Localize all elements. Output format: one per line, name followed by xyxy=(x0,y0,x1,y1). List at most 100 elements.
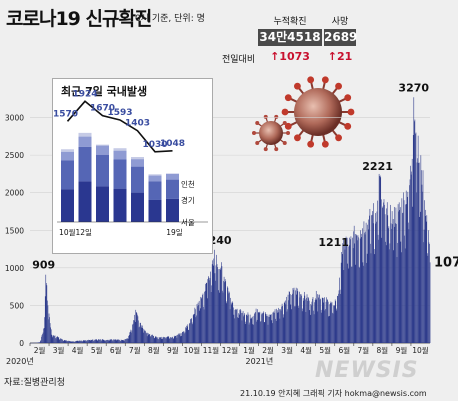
daily-bar xyxy=(418,162,420,343)
daily-bar xyxy=(96,340,98,343)
daily-bar xyxy=(189,323,190,343)
daily-bar xyxy=(194,307,196,343)
daily-bar xyxy=(253,315,255,343)
daily-bar xyxy=(363,265,364,343)
daily-bar xyxy=(191,322,193,343)
inset-stack-segment xyxy=(96,154,109,187)
daily-bar xyxy=(324,297,325,343)
daily-bar xyxy=(392,224,393,343)
daily-bar xyxy=(189,322,191,343)
daily-bar xyxy=(404,248,406,343)
daily-bar xyxy=(151,334,153,343)
daily-bar xyxy=(228,293,229,343)
daily-bar xyxy=(250,317,252,343)
daily-bar xyxy=(177,335,179,343)
daily-bar xyxy=(271,320,273,343)
daily-bar xyxy=(377,200,378,343)
daily-bar xyxy=(333,305,334,343)
daily-bar xyxy=(345,236,347,343)
inset-total-label: 1030 xyxy=(142,140,167,150)
daily-bar xyxy=(203,309,205,343)
daily-bar xyxy=(267,316,268,343)
daily-bar xyxy=(307,300,308,343)
daily-bar xyxy=(339,277,340,343)
daily-bar xyxy=(53,335,54,343)
daily-bar xyxy=(325,309,326,343)
daily-bar xyxy=(264,312,266,343)
daily-bar xyxy=(296,288,298,343)
daily-bar xyxy=(225,281,227,343)
daily-bar xyxy=(357,235,359,343)
daily-bar xyxy=(409,179,411,343)
daily-bar xyxy=(390,204,391,343)
daily-bar xyxy=(406,196,408,343)
daily-bar xyxy=(299,291,300,343)
daily-bar xyxy=(50,327,51,343)
daily-bar xyxy=(318,294,320,343)
daily-bar xyxy=(412,135,414,343)
daily-bar xyxy=(275,318,276,343)
daily-bar xyxy=(187,324,189,343)
daily-bar xyxy=(266,314,268,343)
daily-bar xyxy=(304,295,306,343)
daily-bar xyxy=(144,330,145,343)
daily-bar xyxy=(198,300,200,343)
daily-bar xyxy=(61,339,63,343)
daily-bar xyxy=(424,200,425,343)
daily-bar xyxy=(261,312,263,343)
daily-bar xyxy=(105,339,107,343)
daily-bar xyxy=(190,318,192,343)
x-tick-label: 5월 xyxy=(319,345,331,355)
daily-bar xyxy=(133,320,135,343)
daily-bar xyxy=(414,121,415,343)
daily-bar xyxy=(122,339,124,343)
daily-bar xyxy=(55,338,57,343)
inset-stack-segment xyxy=(61,151,74,161)
daily-bar xyxy=(148,334,150,343)
daily-bar xyxy=(259,312,260,343)
daily-bar xyxy=(46,283,47,343)
daily-bar xyxy=(326,299,328,343)
daily-bar xyxy=(167,336,169,343)
daily-bar xyxy=(386,208,387,343)
daily-bar xyxy=(388,226,390,343)
daily-bar xyxy=(51,334,53,343)
daily-bar xyxy=(410,174,412,343)
daily-bar xyxy=(369,215,370,343)
daily-bar xyxy=(145,331,146,343)
daily-bar xyxy=(170,337,171,343)
x-tick-label: 5월 xyxy=(91,345,103,355)
daily-bar xyxy=(422,191,423,343)
x-tick-label: 3월 xyxy=(53,345,65,355)
daily-bar xyxy=(332,313,334,343)
daily-bar xyxy=(133,320,134,343)
daily-bar xyxy=(302,298,304,343)
daily-bar xyxy=(179,333,181,343)
inset-stack-segment xyxy=(148,175,162,182)
daily-bar xyxy=(165,338,167,343)
daily-bar xyxy=(138,320,139,343)
daily-bar xyxy=(353,225,355,343)
daily-bar xyxy=(329,304,331,343)
daily-bar xyxy=(73,341,74,343)
daily-bar xyxy=(416,162,418,343)
daily-bar xyxy=(244,313,245,343)
daily-bar xyxy=(84,340,86,343)
daily-bar xyxy=(381,237,383,343)
daily-bar xyxy=(97,340,99,343)
daily-bar xyxy=(56,336,58,343)
daily-bar xyxy=(101,339,103,343)
daily-bar xyxy=(289,292,290,343)
daily-bar xyxy=(401,252,402,343)
daily-bar xyxy=(319,299,321,343)
daily-bar xyxy=(220,269,221,343)
daily-bar xyxy=(206,283,208,343)
daily-bar xyxy=(185,327,186,343)
daily-bar xyxy=(353,231,354,343)
daily-bar xyxy=(281,306,282,343)
daily-bar xyxy=(313,314,315,343)
daily-bar xyxy=(299,297,301,343)
